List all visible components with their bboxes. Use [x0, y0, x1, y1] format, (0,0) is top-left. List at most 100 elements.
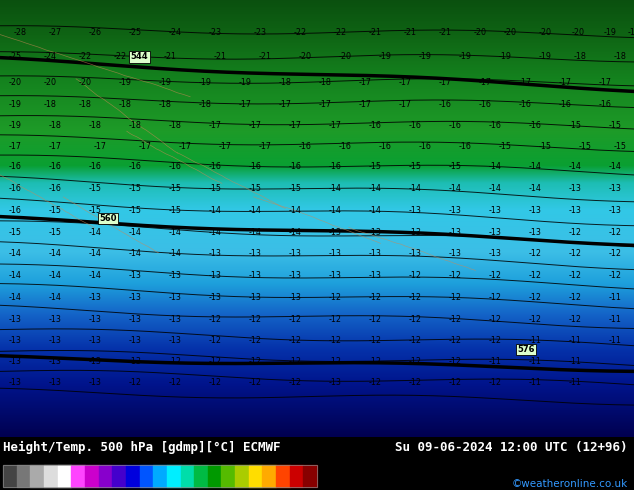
Text: -18: -18: [129, 122, 141, 130]
Text: -13: -13: [609, 184, 621, 194]
Text: -13: -13: [328, 271, 342, 280]
Text: -12: -12: [489, 378, 501, 387]
Text: -24: -24: [44, 52, 56, 61]
Text: -12: -12: [448, 337, 462, 345]
Text: -26: -26: [89, 28, 101, 37]
Text: -12: -12: [408, 378, 422, 387]
Text: -19: -19: [119, 78, 131, 87]
Text: -13: -13: [489, 228, 501, 237]
Text: -14: -14: [9, 271, 22, 280]
Text: -16: -16: [449, 122, 462, 130]
Text: -15: -15: [288, 184, 302, 194]
Text: -15: -15: [609, 122, 621, 130]
Text: -17: -17: [138, 142, 152, 151]
Text: -12: -12: [249, 357, 261, 367]
Text: -13: -13: [209, 293, 221, 302]
Text: -16: -16: [559, 99, 571, 108]
Text: -13: -13: [328, 378, 342, 387]
Text: -17: -17: [278, 99, 292, 108]
Text: -17: -17: [439, 78, 451, 87]
Text: 576: 576: [517, 345, 535, 354]
Text: -12: -12: [328, 293, 342, 302]
Text: -19: -19: [418, 52, 432, 61]
Text: -12: -12: [408, 271, 422, 280]
Text: -19: -19: [458, 52, 472, 61]
Text: -16: -16: [299, 142, 311, 151]
Text: -12: -12: [288, 337, 302, 345]
Text: -25: -25: [129, 28, 141, 37]
Text: 22: 22: [140, 52, 150, 61]
Text: -13: -13: [89, 293, 101, 302]
Text: -20: -20: [79, 78, 91, 87]
Text: -13: -13: [609, 206, 621, 215]
Text: -14: -14: [129, 249, 141, 258]
Text: -12: -12: [448, 378, 462, 387]
Text: -14: -14: [288, 206, 301, 215]
Text: -14: -14: [169, 228, 181, 237]
Text: -15: -15: [129, 206, 141, 215]
Bar: [30, 465, 44, 488]
Text: -12: -12: [288, 315, 302, 323]
Text: -13: -13: [9, 357, 22, 367]
Text: -13: -13: [129, 315, 141, 323]
Text: ©weatheronline.co.uk: ©weatheronline.co.uk: [512, 479, 628, 489]
Bar: [181, 465, 194, 488]
Text: -13: -13: [288, 249, 301, 258]
Text: -12: -12: [209, 315, 221, 323]
Text: -14: -14: [89, 271, 101, 280]
Text: -13: -13: [249, 293, 261, 302]
Text: -18: -18: [89, 122, 101, 130]
Text: -13: -13: [49, 378, 61, 387]
Text: -13: -13: [169, 293, 181, 302]
Text: -17: -17: [93, 142, 107, 151]
Text: -18: -18: [119, 99, 131, 108]
Text: -13: -13: [328, 249, 342, 258]
Text: -15: -15: [498, 142, 512, 151]
Text: -14: -14: [609, 163, 621, 172]
Text: -13: -13: [249, 249, 261, 258]
Text: -11: -11: [529, 337, 541, 345]
Text: -19: -19: [628, 28, 634, 37]
Text: -22: -22: [294, 28, 307, 37]
Text: -15: -15: [48, 206, 61, 215]
Text: -13: -13: [169, 337, 181, 345]
Bar: [3, 465, 317, 488]
Text: -17: -17: [479, 78, 491, 87]
Text: -16: -16: [288, 163, 301, 172]
Text: -20: -20: [8, 78, 22, 87]
Text: -21: -21: [214, 52, 226, 61]
Text: -11: -11: [609, 293, 621, 302]
Text: -16: -16: [519, 99, 531, 108]
Bar: [194, 465, 208, 488]
Text: -15: -15: [578, 142, 592, 151]
Text: -11: -11: [569, 337, 581, 345]
Text: -13: -13: [129, 271, 141, 280]
Text: -16: -16: [49, 184, 61, 194]
Text: -12: -12: [408, 337, 422, 345]
Text: -17: -17: [249, 122, 261, 130]
Text: -12: -12: [489, 293, 501, 302]
Text: -13: -13: [449, 206, 462, 215]
Text: -16: -16: [9, 163, 22, 172]
Text: -27: -27: [48, 28, 61, 37]
Text: -13: -13: [249, 271, 261, 280]
Text: -14: -14: [209, 228, 221, 237]
Text: -14: -14: [489, 184, 501, 194]
Text: -12: -12: [368, 337, 382, 345]
Text: -13: -13: [9, 315, 22, 323]
Text: -13: -13: [368, 249, 382, 258]
Text: -13: -13: [569, 206, 581, 215]
Text: -15: -15: [89, 206, 101, 215]
Text: -17: -17: [358, 78, 372, 87]
Text: -16: -16: [209, 163, 221, 172]
Text: -17: -17: [238, 99, 252, 108]
Text: Su 09-06-2024 12:00 UTC (12+96): Su 09-06-2024 12:00 UTC (12+96): [395, 441, 628, 454]
Text: -13: -13: [89, 357, 101, 367]
Text: -21: -21: [164, 52, 176, 61]
Text: -12: -12: [529, 293, 541, 302]
Text: -24: -24: [169, 28, 181, 37]
Text: -17: -17: [209, 122, 221, 130]
Text: -13: -13: [9, 378, 22, 387]
Text: -16: -16: [479, 99, 491, 108]
Text: -13: -13: [408, 206, 422, 215]
